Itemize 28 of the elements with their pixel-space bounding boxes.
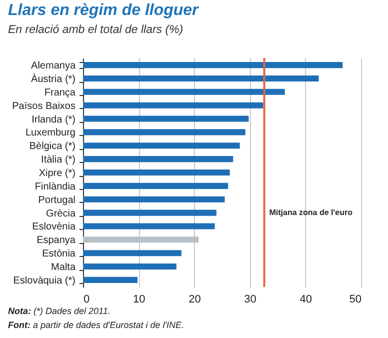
x-tick-label: 20 [188, 294, 201, 306]
y-tick-label: Alemanya [31, 60, 76, 72]
y-tick-label: Bèlgica (*) [29, 141, 76, 152]
y-tick-label: França [44, 87, 76, 98]
ref-line-label: Mitjana zona de l'euro [269, 208, 353, 217]
y-tick-label: Eslovàquia (*) [13, 275, 76, 286]
x-tick-label: 50 [349, 294, 362, 306]
y-tick-label: Portugal [38, 194, 76, 206]
x-tick-label: 0 [84, 294, 90, 306]
y-tick-label: Estònia [42, 248, 76, 260]
y-tick-label: Luxemburg [25, 128, 76, 139]
y-tick-label: Eslovènia [32, 222, 76, 233]
y-tick-label: Itàlia (*) [41, 154, 76, 166]
y-tick-label: Països Baixos [12, 100, 76, 112]
y-tick-label: Espanya [36, 235, 76, 246]
x-tick-label: 30 [244, 294, 256, 306]
y-tick-label: Grècia [46, 208, 76, 220]
text: Font: a partir de dades d'Eurostat i de l'INE. [8, 319, 184, 332]
text: Nota: (*) Dades del 2011. [8, 305, 112, 318]
y-tick-label: Xipre (*) [38, 168, 76, 179]
x-tick-label: 10 [132, 294, 146, 306]
y-tick-label: Àustria (*) [31, 72, 76, 85]
y-tick-label: Finlàndia [34, 181, 76, 192]
x-tick-label: 40 [300, 294, 312, 306]
chart-subtitle: En relació amb el total de llars (%) [8, 24, 184, 36]
chart-title: Llars en règim de lloguer [8, 2, 198, 20]
y-tick-label: Malta [51, 262, 76, 274]
y-tick-label: Irlanda (*) [32, 114, 76, 126]
